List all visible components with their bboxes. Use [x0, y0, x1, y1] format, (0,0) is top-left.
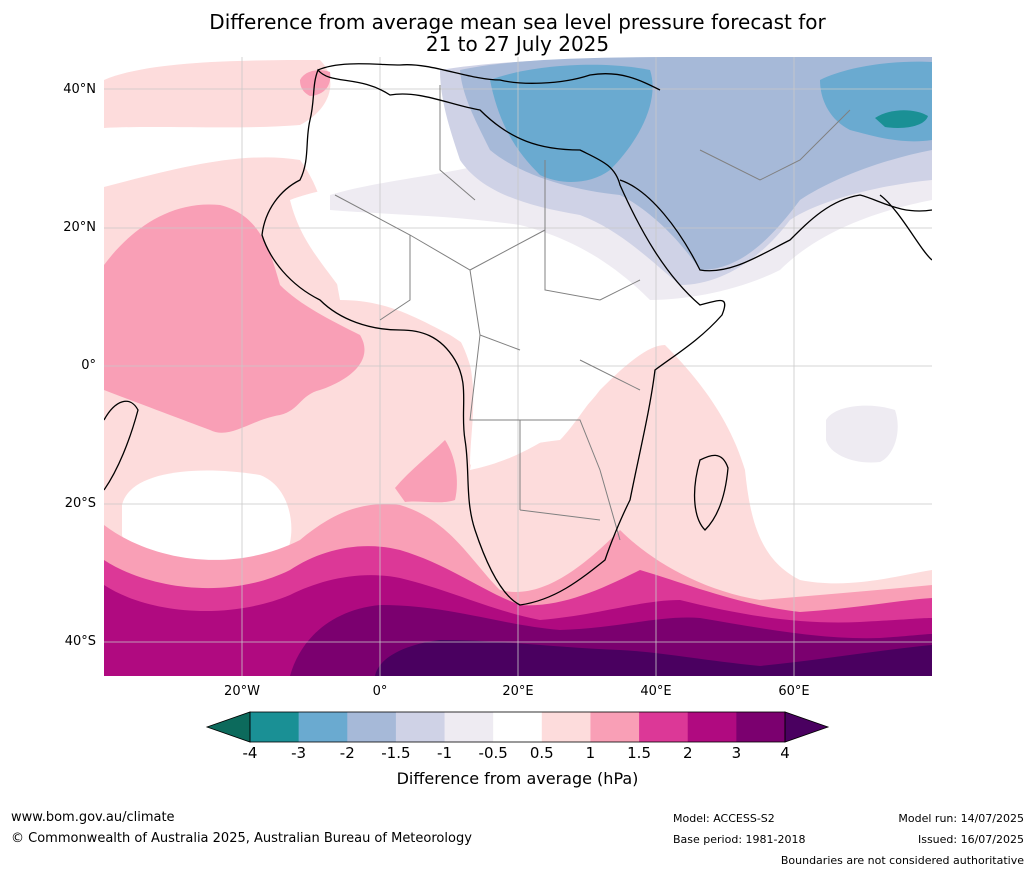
border-sahara-2	[379, 235, 411, 321]
colorbar-over-arrow	[784, 711, 830, 743]
border-algeria	[439, 85, 476, 201]
coast-india	[879, 194, 932, 261]
lat-label-40s: 40°S	[64, 634, 96, 649]
colorbar-tick-4: -1	[437, 744, 453, 762]
border-egypt-sudan	[544, 160, 641, 301]
colorbar-cell-3	[395, 712, 446, 742]
colorbar-cell-5	[493, 712, 543, 742]
colorbar-tick-7: 1	[585, 744, 596, 762]
lat-label-equator: 0°	[81, 358, 96, 373]
colorbar-tick-3: -1.5	[381, 744, 411, 762]
colorbar-cells	[250, 712, 786, 742]
lon-label-60e: 60°E	[778, 684, 810, 699]
colorbar-tick-10: 3	[731, 744, 742, 762]
lon-label-40e: 40°E	[640, 684, 672, 699]
coast-madagascar	[693, 454, 729, 531]
colorbar-label: Difference from average (hPa)	[396, 769, 639, 788]
colorbar-tick-0: -4	[242, 744, 258, 762]
lat-label-40n: 40°N	[63, 82, 96, 97]
colorbar-cell-4	[444, 712, 494, 742]
footer-website: www.bom.gov.au/climate	[11, 810, 175, 825]
colorbar-tick-11: 4	[780, 744, 790, 762]
colorbar-cell-0	[250, 712, 300, 742]
contour-white-africa	[290, 176, 669, 466]
border-east-1	[579, 359, 641, 391]
contour-pink-light-nw	[104, 60, 331, 128]
lon-label-20w: 20°W	[224, 684, 260, 699]
footer-model: Model: ACCESS-S2	[673, 812, 775, 825]
colorbar-cell-9	[687, 712, 737, 742]
lat-label-20n: 20°N	[63, 220, 96, 235]
colorbar-cell-2	[347, 712, 397, 742]
colorbar-tick-8: 1.5	[627, 744, 651, 762]
colorbar-cell-8	[639, 712, 689, 742]
colorbar-cell-10	[736, 712, 786, 742]
colorbar-tick-5: -0.5	[478, 744, 508, 762]
footer-model-run: Model run: 14/07/2025	[898, 812, 1024, 825]
contour-steelblue-north	[490, 64, 653, 182]
coast-europe	[317, 63, 661, 91]
border-southern-1	[520, 419, 621, 541]
colorbar-cell-7	[590, 712, 640, 742]
colorbar-frame	[249, 711, 786, 743]
contour-pink-mid-atlantic	[104, 204, 365, 433]
lon-label-0: 0°	[372, 684, 388, 699]
border-southern-2	[519, 509, 601, 521]
coast-arabia	[619, 179, 932, 272]
colorbar-tick-2: -2	[339, 744, 355, 762]
border-middle-east	[699, 109, 851, 181]
border-sahara-1	[334, 194, 546, 271]
colorbar-cell-6	[541, 712, 591, 742]
contour-pink-mid-central	[395, 440, 457, 503]
lon-label-20e: 20°E	[502, 684, 534, 699]
colorbar-tick-9: 2	[682, 744, 693, 762]
contour-lavender-indian	[826, 405, 898, 463]
border-central-2	[469, 334, 521, 510]
footer-copyright: © Commonwealth of Australia 2025, Austra…	[11, 831, 472, 846]
footer-base-period: Base period: 1981-2018	[673, 833, 806, 846]
graticule	[104, 57, 932, 676]
map-title-line2: 21 to 27 July 2025	[425, 32, 610, 56]
coast-africa	[261, 68, 726, 606]
colorbar-tick-1: -3	[291, 744, 307, 762]
map-title-line1: Difference from average mean sea level p…	[209, 10, 826, 34]
footer-issued: Issued: 16/07/2025	[917, 833, 1024, 846]
colorbar-under-arrow	[205, 711, 251, 743]
colorbar-cell-1	[298, 712, 348, 742]
coastlines	[104, 63, 932, 606]
footer-disclaimer: Boundaries are not considered authoritat…	[780, 854, 1024, 867]
lat-label-20s: 20°S	[64, 496, 96, 511]
colorbar	[205, 711, 830, 743]
contour-deep-purple-south	[375, 640, 932, 676]
colorbar-tick-6: 0.5	[529, 744, 554, 762]
coast-south-america	[104, 400, 139, 491]
contour-teal-northeast	[875, 110, 928, 128]
country-borders	[334, 85, 851, 541]
contour-white-south-atlantic	[122, 470, 292, 576]
